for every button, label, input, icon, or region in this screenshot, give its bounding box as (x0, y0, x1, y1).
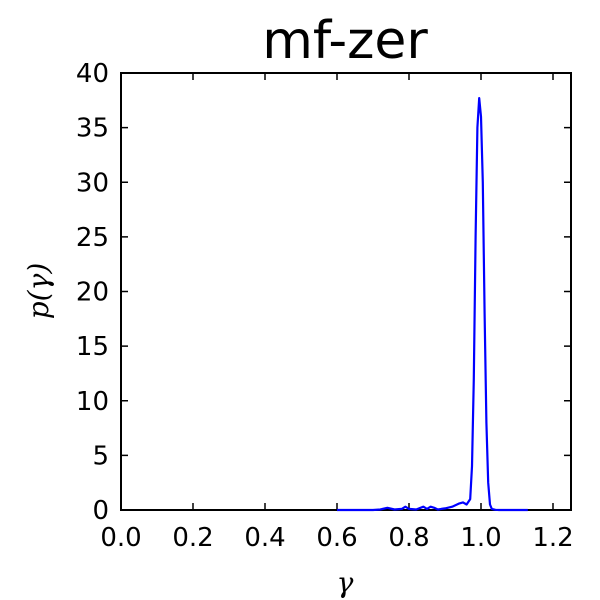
x-tick-label: 0.8 (388, 523, 429, 553)
chart-title: mf-zer (262, 11, 428, 71)
y-tick-label: 25 (76, 223, 109, 253)
y-axis-label: p(γ) (22, 263, 55, 320)
x-tick-label: 0.4 (244, 523, 285, 553)
y-tick-label: 5 (92, 441, 109, 471)
x-axis-label: γ (337, 566, 354, 599)
x-tick-label: 1.0 (460, 523, 501, 553)
x-tick-label: 0.2 (172, 523, 213, 553)
x-tick-label: 0.6 (316, 523, 357, 553)
y-tick-label: 35 (76, 114, 109, 144)
y-tick-label: 15 (76, 332, 109, 362)
y-tick-label: 0 (92, 496, 109, 526)
y-tick-label: 10 (76, 387, 109, 417)
y-tick-label: 30 (76, 168, 109, 198)
y-tick-label: 20 (76, 278, 109, 308)
x-tick-label: 1.2 (532, 523, 573, 553)
plot-area: 0.0 0.2 0.4 0.6 0.8 1.0 1.2 0 5 10 15 20 25 30 35 40 (76, 59, 574, 553)
axes-frame (120, 72, 572, 511)
y-tick-label: 40 (76, 59, 109, 89)
series-line-0 (337, 96, 528, 512)
x-tick-label: 0.0 (100, 523, 141, 553)
